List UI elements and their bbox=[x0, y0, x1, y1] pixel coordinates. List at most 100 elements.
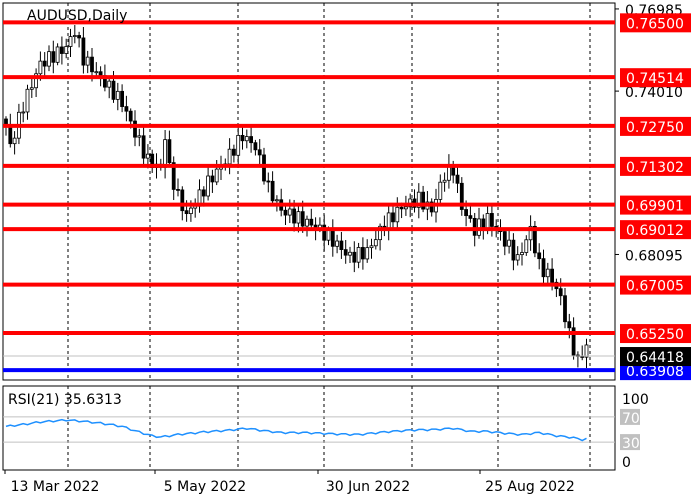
bear-candle bbox=[176, 189, 180, 191]
bull-candle bbox=[584, 344, 589, 358]
bear-candle bbox=[90, 56, 94, 73]
bear-candle bbox=[283, 209, 288, 216]
level-label-bg bbox=[620, 13, 691, 33]
rsi-panel-frame bbox=[2, 385, 616, 471]
bull-candle bbox=[214, 168, 219, 183]
price-tick-label: 0.68095 bbox=[625, 248, 683, 264]
price-tick-label: 0.74010 bbox=[625, 85, 683, 101]
bear-candle bbox=[257, 149, 262, 156]
bull-candle bbox=[442, 179, 447, 183]
bear-candle bbox=[464, 209, 469, 217]
x-tick-label: 13 Mar 2022 bbox=[11, 479, 100, 495]
level-label: 0.63908 bbox=[626, 364, 684, 380]
bear-candle bbox=[240, 134, 245, 142]
bear-candle bbox=[81, 37, 86, 66]
bear-candle bbox=[309, 218, 314, 226]
bear-candle bbox=[421, 191, 426, 210]
level-label: 0.67005 bbox=[626, 279, 684, 295]
level-label: 0.65250 bbox=[626, 327, 684, 343]
bull-candle bbox=[348, 251, 352, 256]
bull-candle bbox=[326, 229, 331, 241]
bull-candle bbox=[72, 35, 77, 37]
x-tick-label: 30 Jun 2022 bbox=[326, 479, 410, 495]
bear-candle bbox=[580, 355, 585, 358]
bull-candle bbox=[107, 80, 112, 88]
bear-candle bbox=[249, 136, 254, 144]
current-price-label-bg bbox=[620, 347, 691, 367]
bull-candle bbox=[137, 135, 142, 138]
bull-candle bbox=[287, 208, 292, 216]
bear-candle bbox=[322, 224, 327, 241]
bear-candle bbox=[42, 60, 47, 67]
bull-candle bbox=[545, 268, 550, 278]
bear-candle bbox=[429, 201, 434, 213]
level-label: 0.69012 bbox=[626, 223, 684, 239]
rsi-level-label-bg bbox=[620, 408, 640, 425]
bear-candle bbox=[111, 80, 116, 100]
bear-candle bbox=[563, 295, 567, 323]
bear-candle bbox=[210, 175, 215, 183]
bear-candle bbox=[558, 288, 563, 297]
bear-candle bbox=[511, 239, 516, 261]
rsi-level-label-bg bbox=[620, 434, 640, 451]
level-label: 0.72750 bbox=[626, 120, 684, 136]
bear-candle bbox=[124, 106, 129, 112]
bull-candle bbox=[29, 87, 34, 90]
bear-candle bbox=[472, 217, 477, 236]
bear-candle bbox=[120, 90, 124, 107]
bear-candle bbox=[262, 154, 266, 182]
bear-candle bbox=[330, 229, 335, 247]
bull-candle bbox=[369, 245, 374, 249]
bear-candle bbox=[502, 231, 507, 247]
bear-candle bbox=[180, 189, 185, 212]
level-label: 0.69901 bbox=[626, 199, 684, 215]
bear-candle bbox=[167, 139, 172, 164]
bull-candle bbox=[12, 137, 17, 145]
bear-candle bbox=[184, 210, 189, 215]
bull-candle bbox=[21, 111, 26, 114]
bull-candle bbox=[38, 60, 43, 75]
bear-candle bbox=[266, 180, 271, 183]
level-label-bg bbox=[620, 220, 691, 240]
level-label-bg bbox=[620, 116, 691, 136]
rsi-tick-label: 70 bbox=[622, 411, 640, 427]
bull-candle bbox=[520, 252, 524, 256]
bull-candle bbox=[47, 51, 51, 67]
bear-candle bbox=[459, 182, 464, 210]
x-tick-label: 5 May 2022 bbox=[164, 479, 246, 495]
bull-candle bbox=[507, 239, 512, 247]
bull-candle bbox=[356, 247, 361, 263]
bear-candle bbox=[567, 321, 572, 329]
bull-candle bbox=[55, 46, 60, 63]
bull-candle bbox=[188, 207, 193, 215]
current-price-label: 0.64418 bbox=[626, 350, 684, 366]
bull-candle bbox=[365, 247, 370, 260]
bear-candle bbox=[533, 225, 537, 254]
bull-candle bbox=[115, 90, 120, 100]
rsi-line bbox=[5, 418, 587, 442]
rsi-tick-label: 100 bbox=[622, 392, 649, 408]
bull-candle bbox=[227, 148, 232, 165]
bear-candle bbox=[231, 148, 236, 156]
bull-candle bbox=[206, 175, 211, 197]
level-label: 0.71302 bbox=[626, 160, 684, 176]
bull-candle bbox=[515, 254, 520, 261]
bear-candle bbox=[4, 118, 8, 125]
bear-candle bbox=[391, 212, 395, 223]
bull-candle bbox=[145, 153, 150, 159]
bull-candle bbox=[524, 239, 529, 253]
bear-candle bbox=[343, 249, 348, 256]
bull-candle bbox=[528, 225, 533, 241]
bear-candle bbox=[77, 35, 81, 39]
bear-candle bbox=[51, 51, 56, 63]
bear-candle bbox=[352, 251, 357, 263]
bear-candle bbox=[537, 252, 542, 260]
bull-candle bbox=[244, 136, 249, 142]
rsi-label: RSI(21) 35.6313 bbox=[8, 392, 122, 408]
bear-candle bbox=[292, 208, 297, 224]
bull-candle bbox=[403, 206, 408, 210]
bull-candle bbox=[378, 225, 383, 241]
bear-candle bbox=[253, 142, 258, 151]
